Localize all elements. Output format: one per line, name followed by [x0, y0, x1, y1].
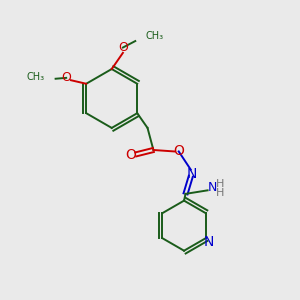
Text: H: H: [216, 188, 224, 198]
Text: N: N: [204, 235, 214, 249]
Text: O: O: [118, 41, 128, 54]
Text: H: H: [216, 179, 224, 189]
Text: CH₃: CH₃: [26, 72, 44, 82]
Text: N: N: [208, 182, 217, 194]
Text: O: O: [61, 71, 71, 84]
Text: N: N: [187, 167, 197, 181]
Text: CH₃: CH₃: [146, 31, 164, 41]
Text: O: O: [173, 145, 184, 158]
Text: O: O: [125, 148, 136, 162]
